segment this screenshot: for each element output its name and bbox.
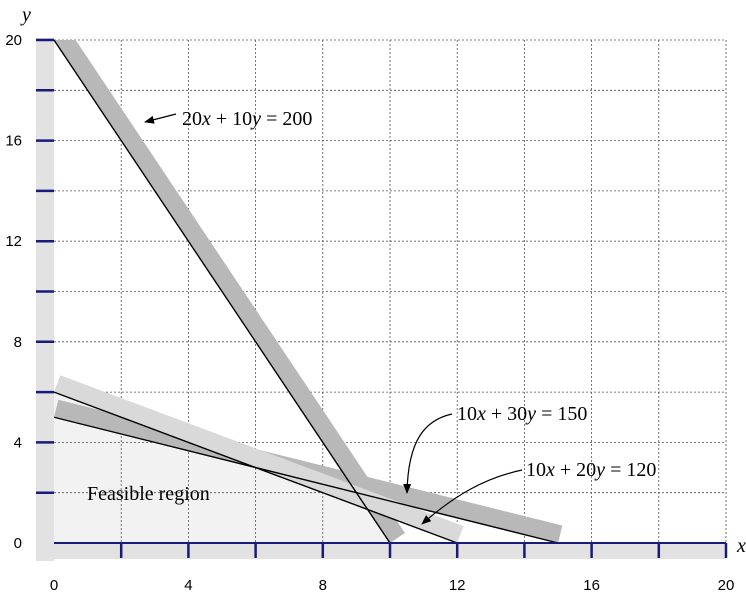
x-tick-label: 12 [449,577,466,594]
equation-label: 10x + 30y = 150 [457,403,587,425]
equation-variable: y [250,108,261,130]
arrow-10x-30y [403,413,453,494]
x-tick-label: 0 [50,577,58,594]
constraint-line [53,39,391,544]
equation-text: + 30 [486,403,527,425]
y-tick-label: 0 [14,535,22,552]
equation-text: 20 [182,108,202,130]
x-tick-label: 20 [718,577,735,594]
constraint-line [53,391,458,544]
x-tick-label: 4 [184,577,192,594]
equation-text: + 10 [211,108,252,130]
feasible-region-label: Feasible region [87,483,210,505]
equation-label: 10x + 20y = 120 [526,459,656,481]
y-tick-label: 16 [5,133,22,150]
equation-variable: x [201,108,211,130]
x-axis-title: x [736,535,746,557]
constraint-bands [54,40,563,543]
y-tick-label: 20 [5,32,22,49]
equation-variable: x [545,459,555,481]
equation-text: = 150 [536,403,587,425]
x-tick-label: 8 [319,577,327,594]
equation-text: + 20 [555,459,596,481]
y-axis-band [36,38,54,561]
equation-variable: y [594,459,605,481]
equation-variable: x [476,403,486,425]
axes [36,38,726,561]
constraint-lines [53,39,559,544]
arrow-20x-10y [144,113,177,124]
x-axis-band [36,543,726,559]
equation-text: = 120 [605,459,656,481]
equation-label: 20x + 10y = 200 [182,108,312,130]
constraint-band [54,375,464,543]
arrow-10x-20y [421,469,523,525]
tick-marks [36,38,728,558]
equation-variable: y [525,403,536,425]
y-tick-label: 12 [5,233,22,250]
equation-text: 10 [526,459,546,481]
y-tick-label: 8 [14,334,22,351]
x-tick-label: 16 [583,577,600,594]
equation-text: = 200 [261,108,312,130]
y-axis-title: y [20,4,31,26]
equation-text: 10 [457,403,477,425]
constraint-band [54,40,405,543]
y-tick-label: 4 [14,434,22,451]
constraint-line [53,416,559,544]
